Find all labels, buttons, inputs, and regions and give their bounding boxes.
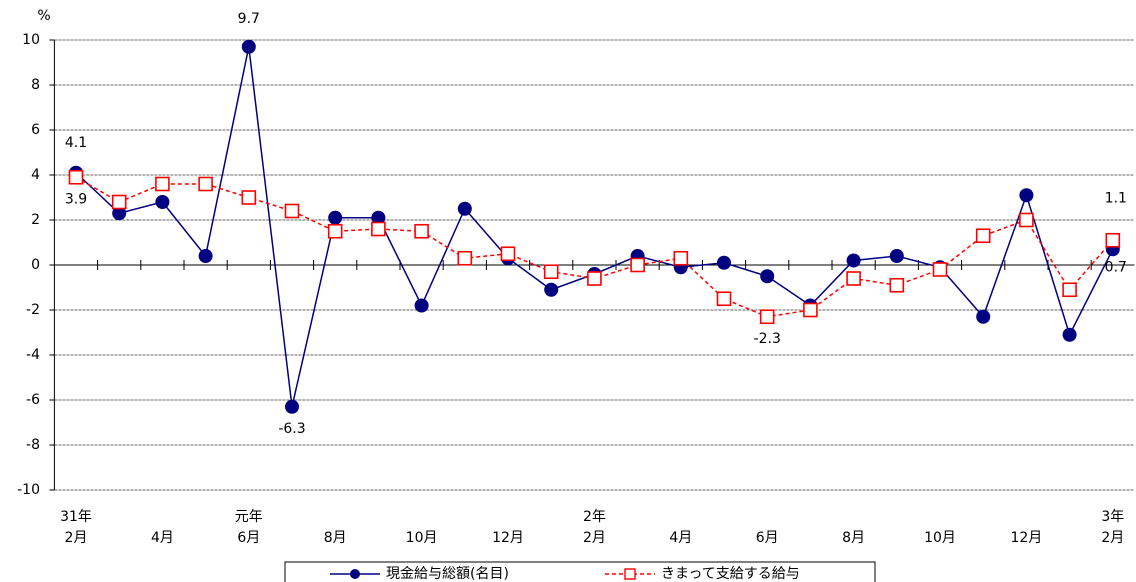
- y-tick-label: -10: [17, 482, 40, 498]
- series-line: [75, 46, 1114, 407]
- x-tick-label: 8月: [324, 530, 347, 546]
- data-label: -2.3: [754, 331, 781, 347]
- data-label: 0.7: [1105, 259, 1127, 275]
- point: [371, 210, 386, 225]
- series-line: [75, 176, 1114, 318]
- point: [846, 271, 861, 286]
- x-tick-label: 12月: [1010, 530, 1042, 546]
- x-tick-label: 10月: [406, 530, 438, 546]
- point: [717, 255, 731, 270]
- x-tick-label: 6月: [237, 530, 260, 546]
- legend-box: [284, 561, 876, 582]
- y-tick-label: -4: [26, 347, 40, 363]
- x-tick-label: 12月: [492, 530, 524, 546]
- point: [414, 298, 429, 313]
- data-label: -6.3: [278, 421, 305, 437]
- x-year-label: 元年: [235, 509, 263, 525]
- point: [889, 277, 905, 293]
- point: [155, 176, 170, 192]
- x-year-label: 31年: [60, 509, 92, 525]
- point: [760, 269, 775, 284]
- point: [587, 271, 602, 286]
- x-tick-label: 4月: [151, 530, 174, 546]
- data-label: 3.9: [65, 191, 87, 207]
- x-tick-label: 2月: [65, 530, 88, 546]
- point: [759, 309, 775, 325]
- point: [976, 309, 991, 324]
- point: [803, 302, 818, 318]
- x-tick-label: 2月: [1101, 530, 1124, 546]
- x-tick-label: 2月: [583, 530, 606, 546]
- point: [284, 203, 300, 219]
- point: [198, 176, 213, 192]
- point: [716, 291, 732, 307]
- point: [1105, 232, 1121, 248]
- point: [1062, 327, 1077, 342]
- y-tick-label: 2: [31, 212, 40, 228]
- point: [975, 228, 991, 244]
- point: [673, 250, 689, 266]
- y-tick-label: -8: [26, 437, 40, 453]
- point: [285, 399, 299, 414]
- x-tick-label: 6月: [756, 530, 779, 546]
- point: [68, 169, 84, 185]
- point: [414, 223, 429, 239]
- point: [543, 264, 559, 280]
- x-tick-label: 4月: [669, 530, 692, 546]
- point: [630, 257, 645, 273]
- point: [112, 206, 127, 221]
- legend-marker: [624, 568, 636, 580]
- data-label: 4.1: [65, 135, 87, 151]
- point: [500, 246, 516, 262]
- legend-label: 現金給与総額(名目): [386, 566, 509, 582]
- y-unit: %: [37, 8, 50, 24]
- legend-label: きまって支給する給与: [661, 566, 800, 582]
- point: [457, 250, 473, 266]
- point: [371, 221, 386, 237]
- x-tick-label: 10月: [924, 530, 956, 546]
- point: [328, 210, 343, 225]
- point: [111, 194, 127, 210]
- x-year-label: 3年: [1101, 509, 1124, 525]
- point: [1019, 212, 1034, 228]
- y-tick-label: 0: [31, 257, 40, 273]
- point: [241, 39, 256, 54]
- y-tick-label: -2: [26, 302, 40, 318]
- point: [846, 253, 861, 268]
- point: [155, 195, 170, 209]
- point: [1062, 282, 1077, 298]
- y-tick-label: 8: [31, 77, 40, 93]
- x-year-label: 2年: [583, 509, 606, 525]
- data-label: 9.7: [238, 11, 260, 27]
- y-tick-label: 4: [31, 167, 40, 183]
- point: [241, 190, 257, 205]
- point: [889, 249, 904, 263]
- data-label: 1.1: [1105, 190, 1127, 206]
- point: [932, 262, 948, 277]
- legend-marker: [350, 569, 360, 579]
- point: [544, 282, 559, 297]
- y-tick-label: 10: [22, 32, 40, 48]
- x-tick-label: 8月: [842, 530, 865, 546]
- y-tick-label: 6: [31, 122, 40, 138]
- point: [198, 249, 213, 263]
- point: [457, 201, 472, 216]
- point: [1019, 188, 1034, 203]
- point: [327, 223, 343, 239]
- y-tick-label: -6: [26, 392, 40, 408]
